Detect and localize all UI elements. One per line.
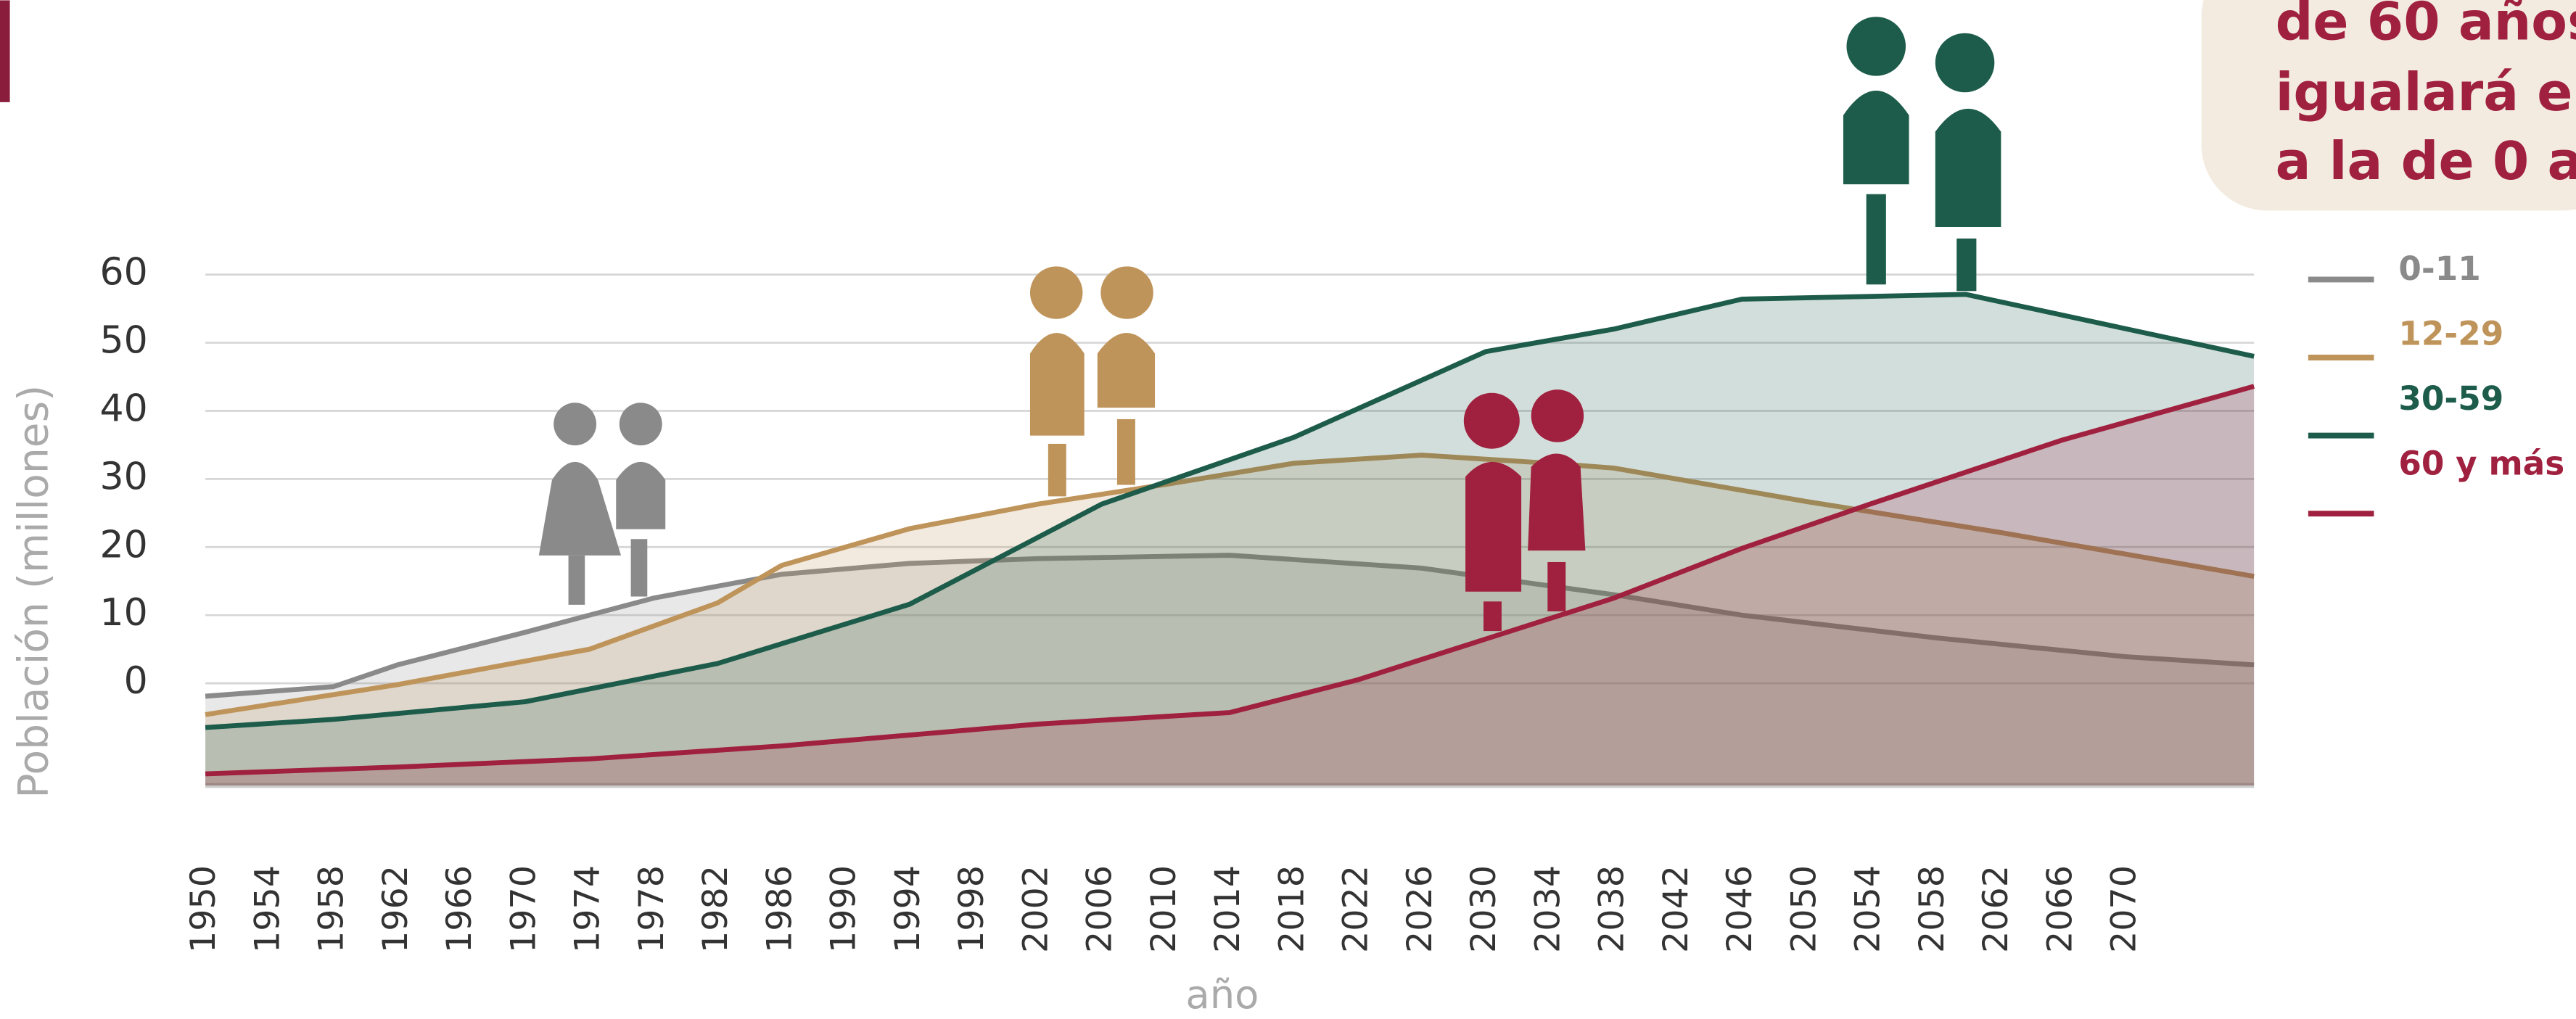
callout-text: igualará en bbox=[2276, 62, 2576, 123]
x-tick-label: 2042 bbox=[1656, 865, 1696, 953]
x-tick-label: 1974 bbox=[568, 865, 608, 953]
icon-youth bbox=[1030, 266, 1155, 496]
legend-label: 0-11 bbox=[2398, 249, 2480, 288]
x-tick-label: 2006 bbox=[1080, 865, 1120, 953]
x-tick-label: 1986 bbox=[760, 865, 799, 953]
x-tick-label: 1990 bbox=[824, 865, 864, 953]
x-tick-label: 2014 bbox=[1208, 865, 1248, 953]
x-tick-label: 1970 bbox=[503, 865, 543, 953]
x-tick-label: 1958 bbox=[312, 865, 352, 953]
x-tick-label: 2002 bbox=[1016, 865, 1055, 953]
chart: de 60 años igualará en a la de 0 a Pobla… bbox=[0, 0, 2576, 1019]
x-tick-label: 1950 bbox=[184, 865, 223, 953]
y-axis-label: Población (millones) bbox=[9, 385, 57, 799]
x-tick-label: 1954 bbox=[247, 865, 287, 953]
icon-children bbox=[539, 403, 665, 605]
callout-text: a la de 0 a bbox=[2276, 131, 2576, 192]
x-tick-label: 2034 bbox=[1528, 865, 1568, 953]
y-tick-label: 30 bbox=[100, 455, 148, 498]
x-tick-label: 2018 bbox=[1272, 865, 1312, 953]
x-tick-label: 2062 bbox=[1976, 865, 2016, 953]
y-tick-label: 50 bbox=[100, 319, 148, 363]
x-tick-label: 1994 bbox=[888, 865, 928, 953]
x-tick-label: 2038 bbox=[1592, 865, 1632, 953]
callout-text: de 60 años bbox=[2276, 0, 2576, 52]
y-tick-label: 20 bbox=[100, 523, 148, 566]
x-tick-label: 1978 bbox=[632, 865, 672, 953]
x-tick-label: 2022 bbox=[1336, 865, 1376, 953]
accent-bar bbox=[0, 0, 10, 102]
x-tick-label: 2026 bbox=[1400, 865, 1440, 953]
x-tick-label: 2046 bbox=[1720, 865, 1760, 953]
y-tick-label: 40 bbox=[100, 387, 148, 430]
x-axis-label: año bbox=[1185, 972, 1259, 1018]
page: {"chart_data": { "type": "area", "y_axis… bbox=[0, 0, 2576, 1019]
legend-label: 60 y más bbox=[2398, 444, 2564, 482]
x-tick-label: 1962 bbox=[376, 865, 416, 953]
icon-adults bbox=[1843, 17, 2001, 291]
x-tick-label: 2010 bbox=[1144, 865, 1184, 953]
x-tick-label: 2030 bbox=[1464, 865, 1504, 953]
y-tick-label: 0 bbox=[124, 659, 148, 703]
x-tick-label: 2054 bbox=[1848, 865, 1888, 953]
legend-label: 12-29 bbox=[2398, 315, 2503, 353]
x-tick-label: 2050 bbox=[1784, 865, 1824, 953]
y-tick-label: 10 bbox=[100, 591, 148, 635]
x-tick-label: 1998 bbox=[952, 865, 992, 953]
callout: de 60 años igualará en a la de 0 a bbox=[2276, 0, 2576, 192]
x-tick-label: 1982 bbox=[696, 865, 736, 953]
legend-label: 30-59 bbox=[2398, 379, 2503, 418]
y-tick-label: 60 bbox=[100, 251, 148, 294]
plot bbox=[205, 275, 2254, 785]
x-tick-label: 1966 bbox=[440, 865, 480, 953]
x-tick-label: 2070 bbox=[2104, 865, 2144, 953]
x-tick-label: 2058 bbox=[1912, 865, 1952, 953]
x-tick-label: 2066 bbox=[2040, 865, 2080, 953]
